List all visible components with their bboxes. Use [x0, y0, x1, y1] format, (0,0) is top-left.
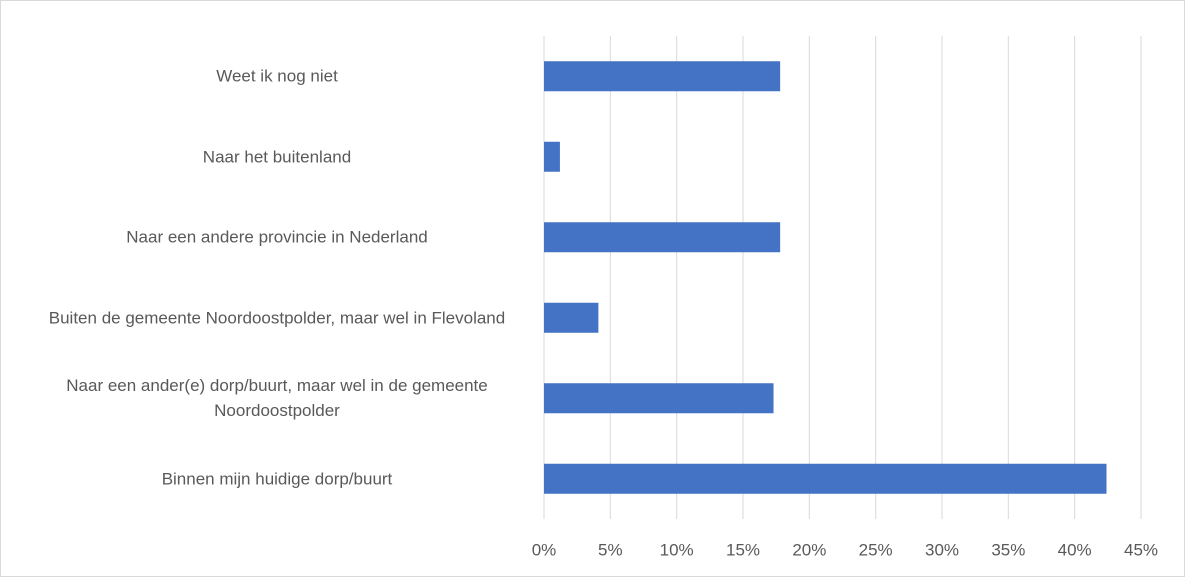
y-tick-label: Buiten de gemeente Noordoostpolder, maar… — [48, 308, 506, 328]
bar — [544, 141, 560, 172]
x-tick-label: 10% — [660, 540, 694, 559]
x-tick-label: 25% — [859, 540, 893, 559]
x-tick-label: 0% — [532, 540, 557, 559]
y-tick-label: Naar een andere provincie in Nederland — [126, 227, 428, 247]
y-tick-label: Naar een ander(e) dorp/buurt, maar wel i… — [66, 376, 488, 421]
bar — [544, 222, 781, 253]
bar — [544, 61, 781, 92]
x-tick-label: 45% — [1124, 540, 1158, 559]
bar — [544, 302, 599, 333]
x-tick-label: 20% — [792, 540, 826, 559]
bar — [544, 383, 774, 414]
y-tick-label: Binnen mijn huidige dorp/buurt — [161, 469, 393, 489]
x-tick-label: 30% — [925, 540, 959, 559]
x-tick-label: 15% — [726, 540, 760, 559]
y-tick-label: Weet ik nog niet — [216, 66, 338, 86]
x-tick-label: 5% — [598, 540, 623, 559]
y-tick-label: Naar het buitenland — [202, 147, 352, 167]
x-tick-label: 35% — [991, 540, 1025, 559]
bar — [544, 463, 1107, 494]
x-tick-label: 40% — [1058, 540, 1092, 559]
